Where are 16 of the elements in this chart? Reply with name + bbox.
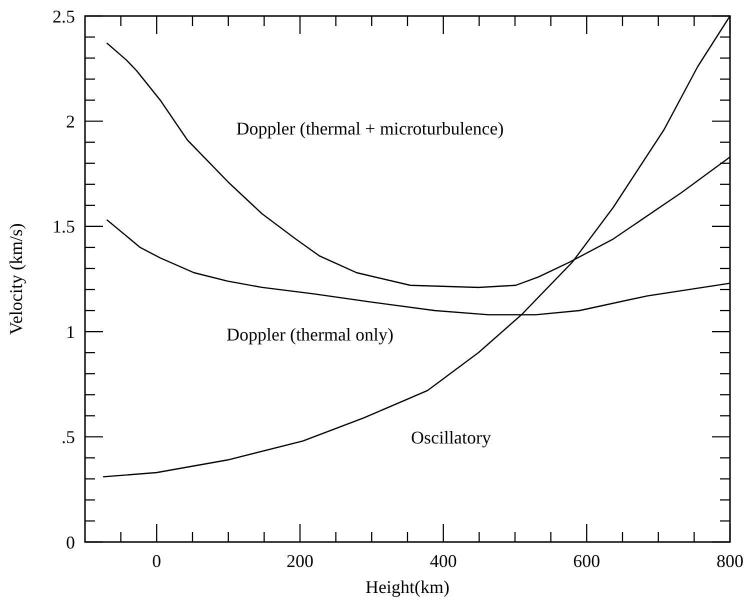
y-axis-title: Velocity (km/s)	[6, 223, 26, 335]
x-tick-label: 400	[430, 551, 457, 571]
x-tick-label: 800	[716, 551, 744, 571]
y-tick-label: 1.5	[52, 216, 75, 237]
text: Doppler (thermal + microturbulence)	[236, 118, 504, 138]
x-axis-title: Height(km)	[366, 577, 450, 597]
y-tick-label: 2.5	[52, 6, 75, 26]
x-tick-label: 200	[286, 551, 314, 571]
series-label: Doppler (thermal only)	[226, 324, 394, 344]
series-label: Oscillatory	[411, 427, 491, 448]
x-tick-label: 600	[573, 551, 600, 571]
y-tick-label: .5	[62, 427, 75, 448]
y-tick-label: 1	[66, 322, 75, 342]
y-tick-label: 2	[66, 112, 75, 132]
y-tick-label: 0	[66, 532, 75, 552]
x-tick-label: 0	[152, 551, 162, 571]
